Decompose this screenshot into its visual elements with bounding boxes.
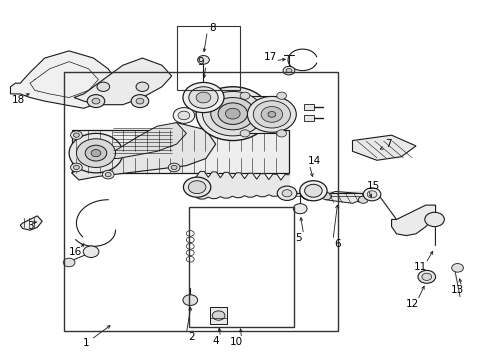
Text: 12: 12 [406, 299, 419, 309]
Circle shape [85, 145, 107, 161]
Bar [304, 115, 315, 121]
Circle shape [171, 165, 177, 170]
Circle shape [105, 172, 111, 177]
Polygon shape [74, 58, 172, 105]
Circle shape [71, 163, 82, 172]
Circle shape [71, 131, 82, 139]
Circle shape [212, 311, 225, 320]
Polygon shape [94, 123, 186, 158]
Polygon shape [20, 216, 42, 230]
Circle shape [240, 130, 250, 137]
Polygon shape [392, 205, 436, 235]
Circle shape [425, 212, 444, 226]
Circle shape [202, 91, 263, 136]
Text: 11: 11 [414, 262, 427, 272]
Polygon shape [72, 123, 216, 180]
Text: 3: 3 [26, 221, 33, 231]
Text: 13: 13 [450, 285, 464, 296]
Text: 5: 5 [295, 233, 302, 243]
Circle shape [277, 130, 287, 137]
Circle shape [168, 163, 180, 172]
Circle shape [74, 165, 79, 170]
Circle shape [358, 196, 368, 203]
Circle shape [196, 87, 270, 140]
Circle shape [452, 264, 464, 272]
Circle shape [183, 82, 224, 113]
Text: 9: 9 [197, 57, 204, 67]
Circle shape [218, 103, 247, 125]
Circle shape [322, 193, 331, 200]
Text: 16: 16 [68, 247, 82, 257]
Text: 7: 7 [385, 139, 392, 149]
Circle shape [173, 108, 195, 123]
Polygon shape [10, 51, 118, 108]
Circle shape [277, 186, 297, 201]
Circle shape [197, 55, 209, 64]
Circle shape [63, 258, 75, 267]
Bar [235, 96, 284, 134]
Text: 15: 15 [367, 181, 380, 191]
Text: 6: 6 [335, 239, 341, 249]
Text: 10: 10 [230, 337, 243, 347]
Circle shape [225, 108, 240, 119]
Bar [64, 72, 338, 330]
Text: 1: 1 [83, 338, 90, 348]
Circle shape [189, 87, 218, 108]
Bar [304, 104, 315, 110]
Text: 14: 14 [308, 156, 321, 166]
Circle shape [294, 204, 307, 214]
Circle shape [261, 107, 283, 122]
Circle shape [178, 111, 190, 120]
Circle shape [74, 133, 79, 137]
Bar [72, 130, 289, 173]
Circle shape [92, 98, 100, 104]
Circle shape [422, 273, 432, 280]
Text: 18: 18 [12, 95, 25, 105]
Circle shape [282, 190, 292, 197]
Circle shape [247, 96, 296, 132]
Circle shape [286, 68, 292, 73]
Circle shape [102, 170, 114, 179]
Circle shape [196, 92, 211, 103]
Circle shape [300, 181, 327, 201]
Circle shape [97, 82, 110, 91]
Circle shape [87, 95, 105, 108]
Circle shape [131, 95, 149, 108]
Circle shape [69, 134, 123, 173]
Circle shape [91, 149, 101, 157]
Text: 8: 8 [209, 23, 216, 33]
Circle shape [253, 101, 291, 128]
Circle shape [183, 177, 211, 197]
Circle shape [418, 270, 436, 283]
Circle shape [305, 184, 322, 197]
Circle shape [363, 188, 381, 201]
Circle shape [268, 112, 276, 117]
Text: 17: 17 [264, 52, 277, 62]
Text: 4: 4 [212, 336, 219, 346]
Circle shape [211, 98, 255, 130]
Bar [189, 207, 294, 327]
Circle shape [183, 295, 197, 306]
Circle shape [367, 191, 377, 198]
Circle shape [136, 98, 144, 104]
Circle shape [188, 181, 206, 194]
Circle shape [83, 246, 99, 257]
Circle shape [136, 82, 149, 91]
Polygon shape [323, 192, 365, 203]
Polygon shape [352, 135, 416, 160]
Circle shape [76, 139, 116, 167]
Circle shape [277, 92, 287, 99]
Circle shape [240, 92, 250, 99]
Circle shape [283, 66, 295, 75]
Bar [176, 26, 240, 90]
Text: 2: 2 [188, 332, 195, 342]
Bar [210, 307, 227, 324]
